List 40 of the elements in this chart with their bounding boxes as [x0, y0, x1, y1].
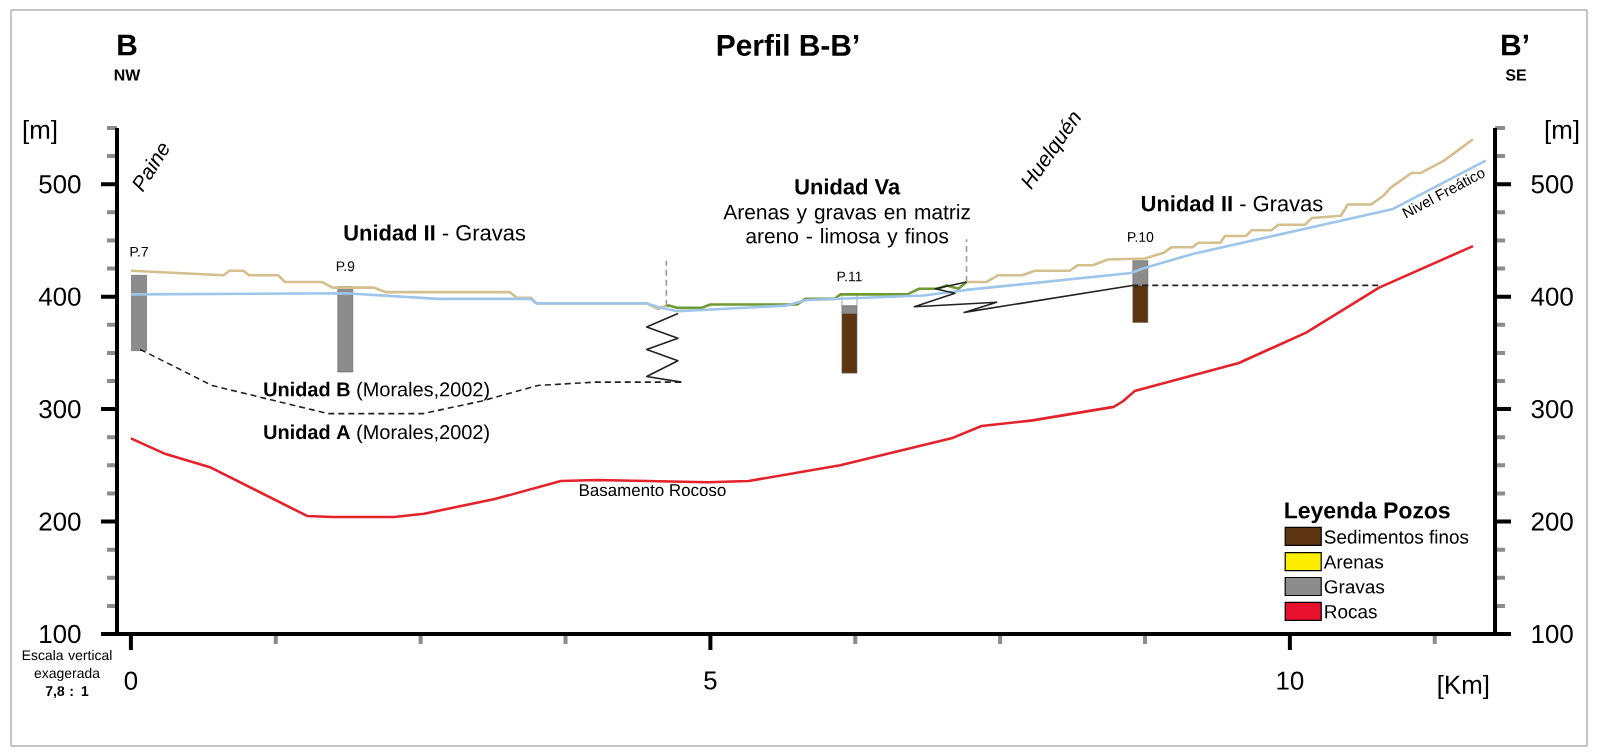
text: SE [1505, 69, 1527, 81]
text: B’ [1502, 34, 1528, 56]
x-tick-label: 0 [124, 671, 138, 690]
annotation: Unidad A (Morales,2002) [264, 424, 489, 444]
annotation: Unidad II - Gravas [1141, 195, 1323, 212]
annotation: Unidad II - Gravas [344, 224, 526, 241]
x-tick-label: 5 [704, 671, 717, 690]
y2-tick-label: 100 [1532, 624, 1573, 644]
legend-title: Leyenda Pozos [1285, 501, 1450, 524]
y-tick-label: 100 [40, 624, 81, 644]
annotation: Arenas y gravas en matriz areno - limosa y finos [723, 204, 970, 248]
y2-tick-label: 200 [1531, 512, 1573, 531]
y-tick-label: 200 [39, 512, 81, 531]
annotation: P.9 [336, 261, 355, 272]
y2-tick-label: 400 [1531, 287, 1573, 306]
annotation: P.7 [130, 246, 148, 257]
y2-axis-title: [m] [1545, 119, 1579, 145]
annotation: Unidad Va [795, 178, 901, 195]
y2-tick-label: 300 [1531, 399, 1573, 419]
legend-label: Arenas [1323, 555, 1384, 569]
y-tick-label: 300 [39, 399, 81, 419]
text: B [118, 34, 137, 56]
legend-label: Sedimentos finos [1324, 529, 1469, 544]
annotation: P.11 [837, 271, 862, 282]
y2-tick-label: 500 [1531, 175, 1573, 194]
x-axis-title: [Km] [1438, 674, 1489, 700]
y-axis-title: [m] [23, 119, 57, 145]
legend-label: Rocas [1325, 605, 1377, 619]
bar [337, 286, 354, 373]
series-label: Basamento Rocoso [579, 484, 726, 497]
chart-title: Perfil B-B’ [717, 34, 859, 56]
text: NW [114, 69, 141, 81]
y-tick-label: 500 [39, 175, 81, 194]
bar [131, 275, 147, 351]
annotation: Unidad B (Morales,2002) [264, 381, 489, 401]
y-tick-label: 400 [38, 287, 81, 306]
x-tick-label: 10 [1277, 671, 1304, 690]
legend-label: Gravas [1324, 580, 1385, 594]
text: Escala vertical exagerada 7,8 : 1 [22, 649, 112, 699]
annotation: P.10 [1128, 232, 1154, 243]
